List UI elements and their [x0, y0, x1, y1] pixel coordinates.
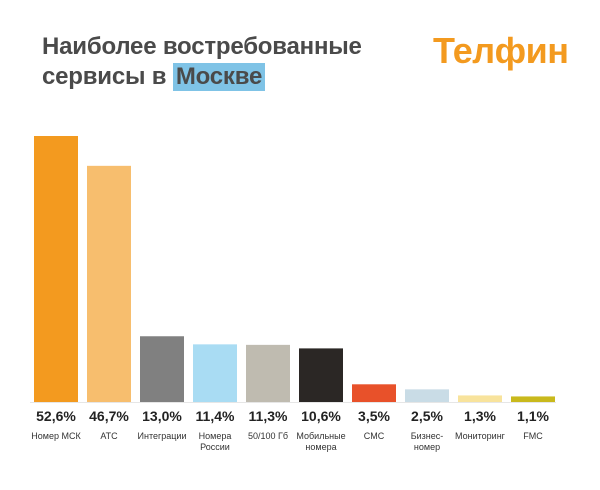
- bar-3: [140, 336, 184, 402]
- bar-4: [193, 344, 237, 402]
- value-label-3: 13,0%: [142, 408, 182, 424]
- value-label-7: 3,5%: [358, 408, 390, 424]
- category-label-8: Бизнес-номер: [411, 431, 444, 452]
- category-label-5: 50/100 Гб: [248, 431, 288, 441]
- chart-title: Наиболее востребованные сервисы в Москве: [42, 32, 362, 92]
- bar-5: [246, 344, 290, 402]
- bar-2: [87, 165, 131, 402]
- title-line-2-prefix: сервисы в: [42, 63, 173, 90]
- title-line-1: Наиболее востребованные: [42, 33, 362, 60]
- category-label-9: Мониторинг: [455, 431, 506, 441]
- value-label-4: 11,4%: [196, 408, 235, 424]
- title-line-2: сервисы в Москве: [42, 62, 362, 92]
- value-label-9: 1,3%: [464, 408, 496, 424]
- bar-7: [352, 384, 396, 402]
- bar-1: [34, 136, 78, 402]
- bar-10: [511, 396, 555, 402]
- value-label-1: 52,6%: [36, 408, 76, 424]
- value-label-2: 46,7%: [89, 408, 129, 424]
- category-label-4: Номера России: [199, 431, 232, 452]
- value-label-8: 2,5%: [411, 408, 443, 424]
- value-label-5: 11,3%: [249, 408, 288, 424]
- bar-9: [458, 395, 502, 402]
- category-label-10: FMC: [523, 431, 543, 441]
- category-label-7: СМС: [364, 431, 385, 441]
- category-label-2: АТС: [100, 431, 118, 441]
- bar-8: [405, 389, 449, 402]
- value-label-6: 10,6%: [301, 408, 341, 424]
- title-highlight: Москве: [172, 63, 266, 91]
- category-label-1: Номер МСК: [31, 431, 81, 441]
- value-label-10: 1,1%: [517, 408, 549, 424]
- category-label-3: Интеграции: [138, 431, 187, 441]
- bar-6: [299, 348, 343, 402]
- telfin-logo: Телфин: [433, 30, 569, 71]
- category-label-6: Мобильные номера: [296, 431, 345, 452]
